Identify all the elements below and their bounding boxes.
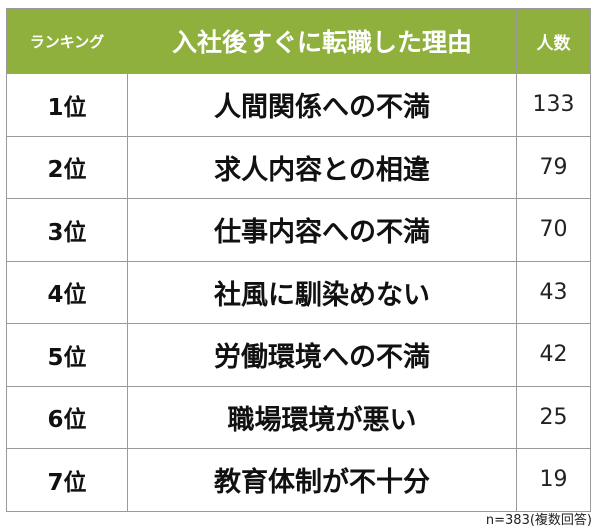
reason-cell: 職場環境が悪い (127, 385, 517, 449)
count-cell: 79 (516, 135, 591, 199)
reason-cell: 労働環境への不満 (127, 323, 517, 387)
header-reason: 入社後すぐに転職した理由 (127, 8, 517, 74)
table-row: 6位 職場環境が悪い 25 (6, 385, 591, 449)
count-cell: 133 (516, 73, 591, 137)
rank-cell: 6位 (6, 385, 128, 449)
table-row: 4位 社風に馴染めない 43 (6, 260, 591, 324)
rank-cell: 1位 (6, 73, 128, 137)
reason-cell: 仕事内容への不満 (127, 198, 517, 262)
reason-cell: 教育体制が不十分 (127, 448, 517, 512)
count-cell: 70 (516, 198, 591, 262)
rank-cell: 4位 (6, 260, 128, 324)
sample-size-note: n=383(複数回答) (485, 513, 592, 528)
rank-cell: 3位 (6, 198, 128, 262)
header-rank: ランキング (6, 8, 128, 74)
table-row: 3位 仕事内容への不満 70 (6, 198, 591, 262)
table-row: 1位 人間関係への不満 133 (6, 73, 591, 137)
count-cell: 19 (516, 448, 591, 512)
count-cell: 25 (516, 385, 591, 449)
count-cell: 42 (516, 323, 591, 387)
reason-cell: 人間関係への不満 (127, 73, 517, 137)
rank-cell: 7位 (6, 448, 128, 512)
reason-cell: 求人内容との相違 (127, 135, 517, 199)
ranking-table: ランキング 入社後すぐに転職した理由 人数 1位 人間関係への不満 133 2位 求人内… (6, 8, 591, 512)
table-row: 5位 労働環境への不満 42 (6, 323, 591, 387)
count-cell: 43 (516, 260, 591, 324)
table-row: 2位 求人内容との相違 79 (6, 135, 591, 199)
rank-cell: 5位 (6, 323, 128, 387)
reason-cell: 社風に馴染めない (127, 260, 517, 324)
header-row: ランキング 入社後すぐに転職した理由 人数 (6, 8, 591, 74)
rank-cell: 2位 (6, 135, 128, 199)
table-row: 7位 教育体制が不十分 19 (6, 448, 591, 512)
header-count: 人数 (516, 8, 591, 74)
